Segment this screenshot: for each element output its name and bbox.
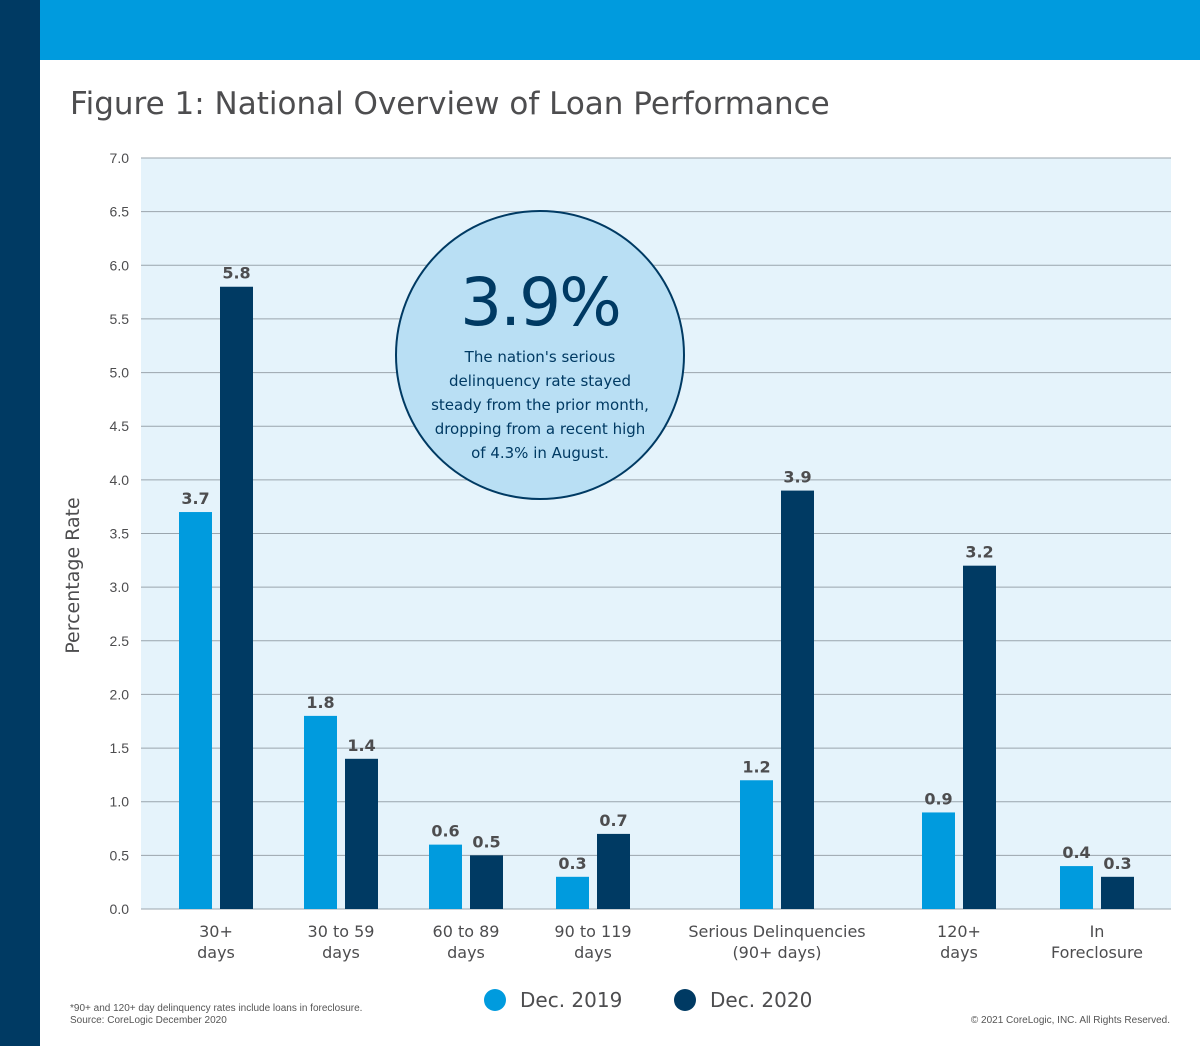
bar-dec-2019	[740, 780, 773, 909]
callout-text: The nation's serious delinquency rate st…	[431, 348, 649, 462]
x-category-label: 90 to 119	[554, 922, 631, 941]
bar-dec-2020	[345, 758, 378, 909]
legend-swatch-dec-2020	[674, 989, 696, 1011]
data-label: 0.3	[1103, 854, 1131, 873]
data-label: 0.6	[431, 822, 459, 841]
x-category-label: days	[940, 943, 978, 962]
y-tick-label: 1.5	[110, 740, 130, 756]
y-tick-label: 2.5	[110, 633, 130, 649]
x-category-label: days	[322, 943, 360, 962]
y-tick-label: 7.0	[110, 150, 130, 166]
bar-dec-2019	[429, 844, 462, 909]
x-category-label: Foreclosure	[1051, 943, 1143, 962]
x-category-label: 30 to 59	[308, 922, 375, 941]
x-category-label: days	[197, 943, 235, 962]
legend-item-dec-2019: Dec. 2019	[484, 988, 622, 1012]
x-category-label: 30+	[199, 922, 233, 941]
bar-dec-2020	[1101, 876, 1134, 909]
legend-label-dec-2020: Dec. 2020	[710, 988, 813, 1012]
data-label: 0.3	[558, 854, 586, 873]
data-label: 3.2	[965, 543, 993, 562]
y-tick-label: 3.5	[110, 526, 130, 542]
x-category-label: (90+ days)	[732, 943, 821, 962]
data-label: 1.2	[742, 757, 770, 776]
copyright: © 2021 CoreLogic, INC. All Rights Reserv…	[970, 1015, 1170, 1026]
data-label: 0.9	[924, 789, 952, 808]
data-label: 3.9	[783, 468, 811, 487]
y-tick-label: 0.0	[110, 901, 130, 917]
bar-dec-2020	[220, 286, 253, 909]
y-tick-label: 6.0	[110, 257, 130, 273]
legend-label-dec-2019: Dec. 2019	[520, 988, 623, 1012]
y-tick-label: 3.0	[110, 579, 130, 595]
x-category-label: Serious Delinquencies	[688, 922, 865, 941]
legend-item-dec-2020: Dec. 2020	[674, 988, 812, 1012]
bar-dec-2019	[179, 512, 212, 909]
x-category-label: In	[1090, 922, 1105, 941]
y-tick-label: 5.5	[110, 311, 130, 327]
data-label: 0.5	[472, 832, 500, 851]
data-label: 5.8	[222, 264, 250, 283]
bar-dec-2020	[597, 833, 630, 909]
callout-value: 3.9%	[460, 264, 622, 341]
data-label: 0.4	[1062, 843, 1090, 862]
bar-dec-2020	[963, 565, 996, 909]
data-label: 0.7	[599, 811, 627, 830]
data-label: 1.4	[347, 736, 375, 755]
bar-dec-2019	[1060, 866, 1093, 909]
bar-dec-2020	[470, 855, 503, 909]
y-tick-label: 2.0	[110, 686, 130, 702]
y-tick-label: 6.5	[110, 204, 130, 220]
bar-dec-2019	[922, 812, 955, 909]
x-category-label: days	[574, 943, 612, 962]
data-label: 3.7	[181, 489, 209, 508]
x-category-label: 60 to 89	[433, 922, 500, 941]
bar-dec-2019	[304, 715, 337, 909]
bar-dec-2019	[556, 876, 589, 909]
chart-title: Figure 1: National Overview of Loan Perf…	[70, 86, 830, 122]
x-category-label: 120+	[937, 922, 981, 941]
bar-dec-2020	[781, 490, 814, 909]
y-tick-label: 5.0	[110, 365, 130, 381]
footnote-source: Source: CoreLogic December 2020	[70, 1015, 227, 1026]
y-tick-label: 0.5	[110, 847, 130, 863]
side-strip	[0, 0, 40, 1046]
legend-swatch-dec-2019	[484, 989, 506, 1011]
header-band	[40, 0, 1200, 60]
data-label: 1.8	[306, 693, 334, 712]
callout-circle: 3.9% The nation's serious delinquency ra…	[395, 210, 685, 500]
x-category-label: days	[447, 943, 485, 962]
y-tick-label: 1.0	[110, 794, 130, 810]
footnote-line-1: *90+ and 120+ day delinquency rates incl…	[70, 1003, 363, 1014]
y-tick-label: 4.5	[110, 418, 130, 434]
footnote: *90+ and 120+ day delinquency rates incl…	[70, 1003, 362, 1027]
y-tick-label: 4.0	[110, 472, 130, 488]
y-axis-label: Percentage Rate	[62, 497, 84, 654]
